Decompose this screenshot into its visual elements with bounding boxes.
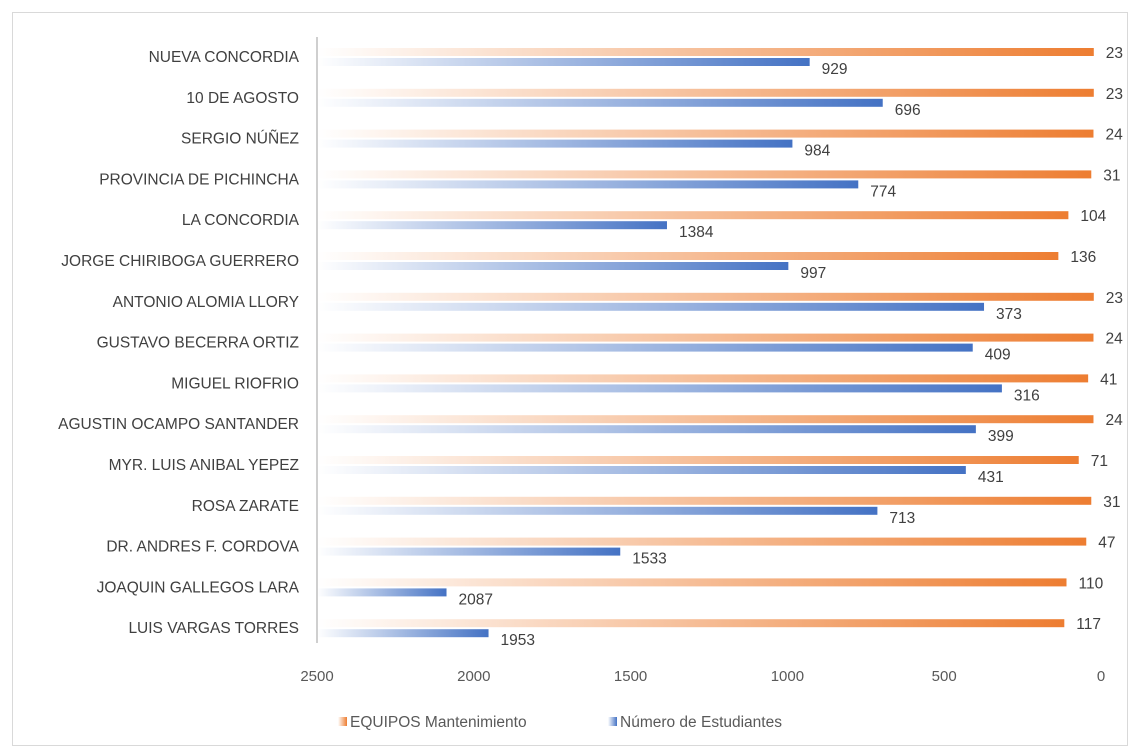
data-label-equipos: 23: [1106, 45, 1123, 62]
bar-equipos-mantenimiento: [317, 496, 1092, 505]
bar-numero-estudiantes: [317, 221, 667, 230]
data-label-equipos: 136: [1070, 249, 1096, 266]
data-label-equipos: 41: [1100, 371, 1117, 388]
data-label-estudiantes: 1953: [501, 632, 535, 649]
bar-numero-estudiantes: [317, 588, 447, 597]
x-tick-label: 0: [1097, 668, 1105, 685]
category-label: LA CONCORDIA: [182, 212, 300, 229]
category-label: PROVINCIA DE PICHINCHA: [99, 171, 299, 188]
data-label-estudiantes: 696: [895, 102, 921, 119]
x-tick-label: 500: [932, 668, 957, 685]
data-label-estudiantes: 1533: [632, 551, 666, 568]
category-label: JOAQUIN GALLEGOS LARA: [97, 579, 300, 596]
bar-equipos-mantenimiento: [317, 252, 1059, 260]
x-tick-label: 1000: [771, 668, 804, 685]
data-label-estudiantes: 399: [988, 428, 1014, 445]
data-label-equipos: 117: [1076, 616, 1101, 633]
bar-equipos-mantenimiento: [317, 129, 1094, 138]
category-label: 10 DE AGOSTO: [186, 90, 299, 107]
data-label-estudiantes: 1384: [679, 224, 714, 241]
data-label-equipos: 47: [1098, 535, 1115, 552]
bar-numero-estudiantes: [317, 139, 793, 148]
legend-label-estudiantes: Número de Estudiantes: [620, 714, 782, 731]
bar-numero-estudiantes: [317, 425, 976, 434]
bar-equipos-mantenimiento: [317, 619, 1065, 628]
x-tick-label: 1500: [614, 668, 647, 685]
data-label-equipos: 71: [1091, 453, 1108, 470]
data-label-estudiantes: 929: [822, 61, 848, 78]
bar-numero-estudiantes: [317, 343, 973, 352]
bar-numero-estudiantes: [317, 506, 878, 515]
data-label-equipos: 31: [1103, 167, 1120, 184]
ticks-layer: 2500 2000 1500 1000 500 0: [300, 668, 1105, 685]
data-label-estudiantes: 316: [1014, 387, 1040, 404]
bar-numero-estudiantes: [317, 547, 621, 556]
category-label: MYR. LUIS ANIBAL YEPEZ: [109, 457, 299, 474]
category-label: ROSA ZARATE: [192, 498, 299, 515]
bar-numero-estudiantes: [317, 58, 810, 66]
data-label-equipos: 110: [1079, 575, 1104, 592]
bar-equipos-mantenimiento: [317, 415, 1094, 424]
category-label: MIGUEL RIOFRIO: [171, 375, 299, 392]
data-label-estudiantes: 774: [870, 183, 896, 200]
data-label-equipos: 24: [1105, 412, 1123, 429]
category-label: AGUSTIN OCAMPO SANTANDER: [58, 416, 299, 433]
category-label: GUSTAVO BECERRA ORTIZ: [97, 335, 299, 352]
data-label-estudiantes: 409: [985, 347, 1011, 364]
data-label-equipos: 24: [1105, 331, 1123, 348]
legend-label-equipos: EQUIPOS Mantenimiento: [350, 714, 527, 731]
bar-numero-estudiantes: [317, 302, 985, 311]
bar-numero-estudiantes: [317, 466, 966, 474]
chart-svg: NUEVA CONCORDIA 23 929 10 DE AGOSTO 23 696 SER…: [58, 37, 1123, 731]
bar-numero-estudiantes: [317, 180, 859, 189]
bar-equipos-mantenimiento: [317, 48, 1094, 56]
x-tick-label: 2500: [300, 668, 333, 685]
labels-layer: NUEVA CONCORDIA 23 929 10 DE AGOSTO 23 696 SER…: [58, 45, 1123, 649]
data-label-equipos: 31: [1103, 494, 1120, 511]
data-label-estudiantes: 431: [978, 469, 1004, 486]
legend-swatch-estudiantes: [608, 717, 617, 726]
bars-layer: [317, 48, 1094, 638]
data-label-estudiantes: 997: [800, 265, 826, 282]
bar-numero-estudiantes: [317, 384, 1002, 393]
legend-swatch-equipos: [338, 717, 347, 726]
category-label: NUEVA CONCORDIA: [149, 49, 300, 66]
bar-equipos-mantenimiento: [317, 456, 1079, 464]
bar-equipos-mantenimiento: [317, 88, 1094, 97]
bar-equipos-mantenimiento: [317, 333, 1094, 342]
category-label: DR. ANDRES F. CORDOVA: [106, 539, 299, 556]
x-tick-label: 2000: [457, 668, 490, 685]
legend: EQUIPOS Mantenimiento Número de Estudiant…: [338, 714, 782, 731]
bar-equipos-mantenimiento: [317, 578, 1067, 587]
bar-equipos-mantenimiento: [317, 374, 1089, 383]
bar-equipos-mantenimiento: [317, 537, 1087, 546]
chart-frame: NUEVA CONCORDIA 23 929 10 DE AGOSTO 23 696 SER…: [12, 12, 1128, 746]
data-label-estudiantes: 2087: [459, 591, 493, 608]
data-label-estudiantes: 373: [996, 306, 1022, 323]
bar-equipos-mantenimiento: [317, 211, 1069, 220]
bar-numero-estudiantes: [317, 98, 883, 107]
data-label-equipos: 23: [1106, 290, 1123, 307]
data-label-equipos: 24: [1105, 127, 1123, 144]
data-label-equipos: 104: [1080, 208, 1106, 225]
category-label: LUIS VARGAS TORRES: [128, 620, 299, 637]
data-label-estudiantes: 713: [889, 510, 915, 527]
bar-equipos-mantenimiento: [317, 170, 1092, 179]
category-label: ANTONIO ALOMIA LLORY: [113, 294, 299, 311]
category-label: SERGIO NÚÑEZ: [181, 131, 299, 148]
bar-numero-estudiantes: [317, 262, 789, 270]
data-label-estudiantes: 984: [804, 143, 830, 160]
bar-equipos-mantenimiento: [317, 292, 1094, 301]
bar-numero-estudiantes: [317, 629, 489, 638]
category-label: JORGE CHIRIBOGA GUERRERO: [61, 253, 299, 270]
data-label-equipos: 23: [1106, 86, 1123, 103]
